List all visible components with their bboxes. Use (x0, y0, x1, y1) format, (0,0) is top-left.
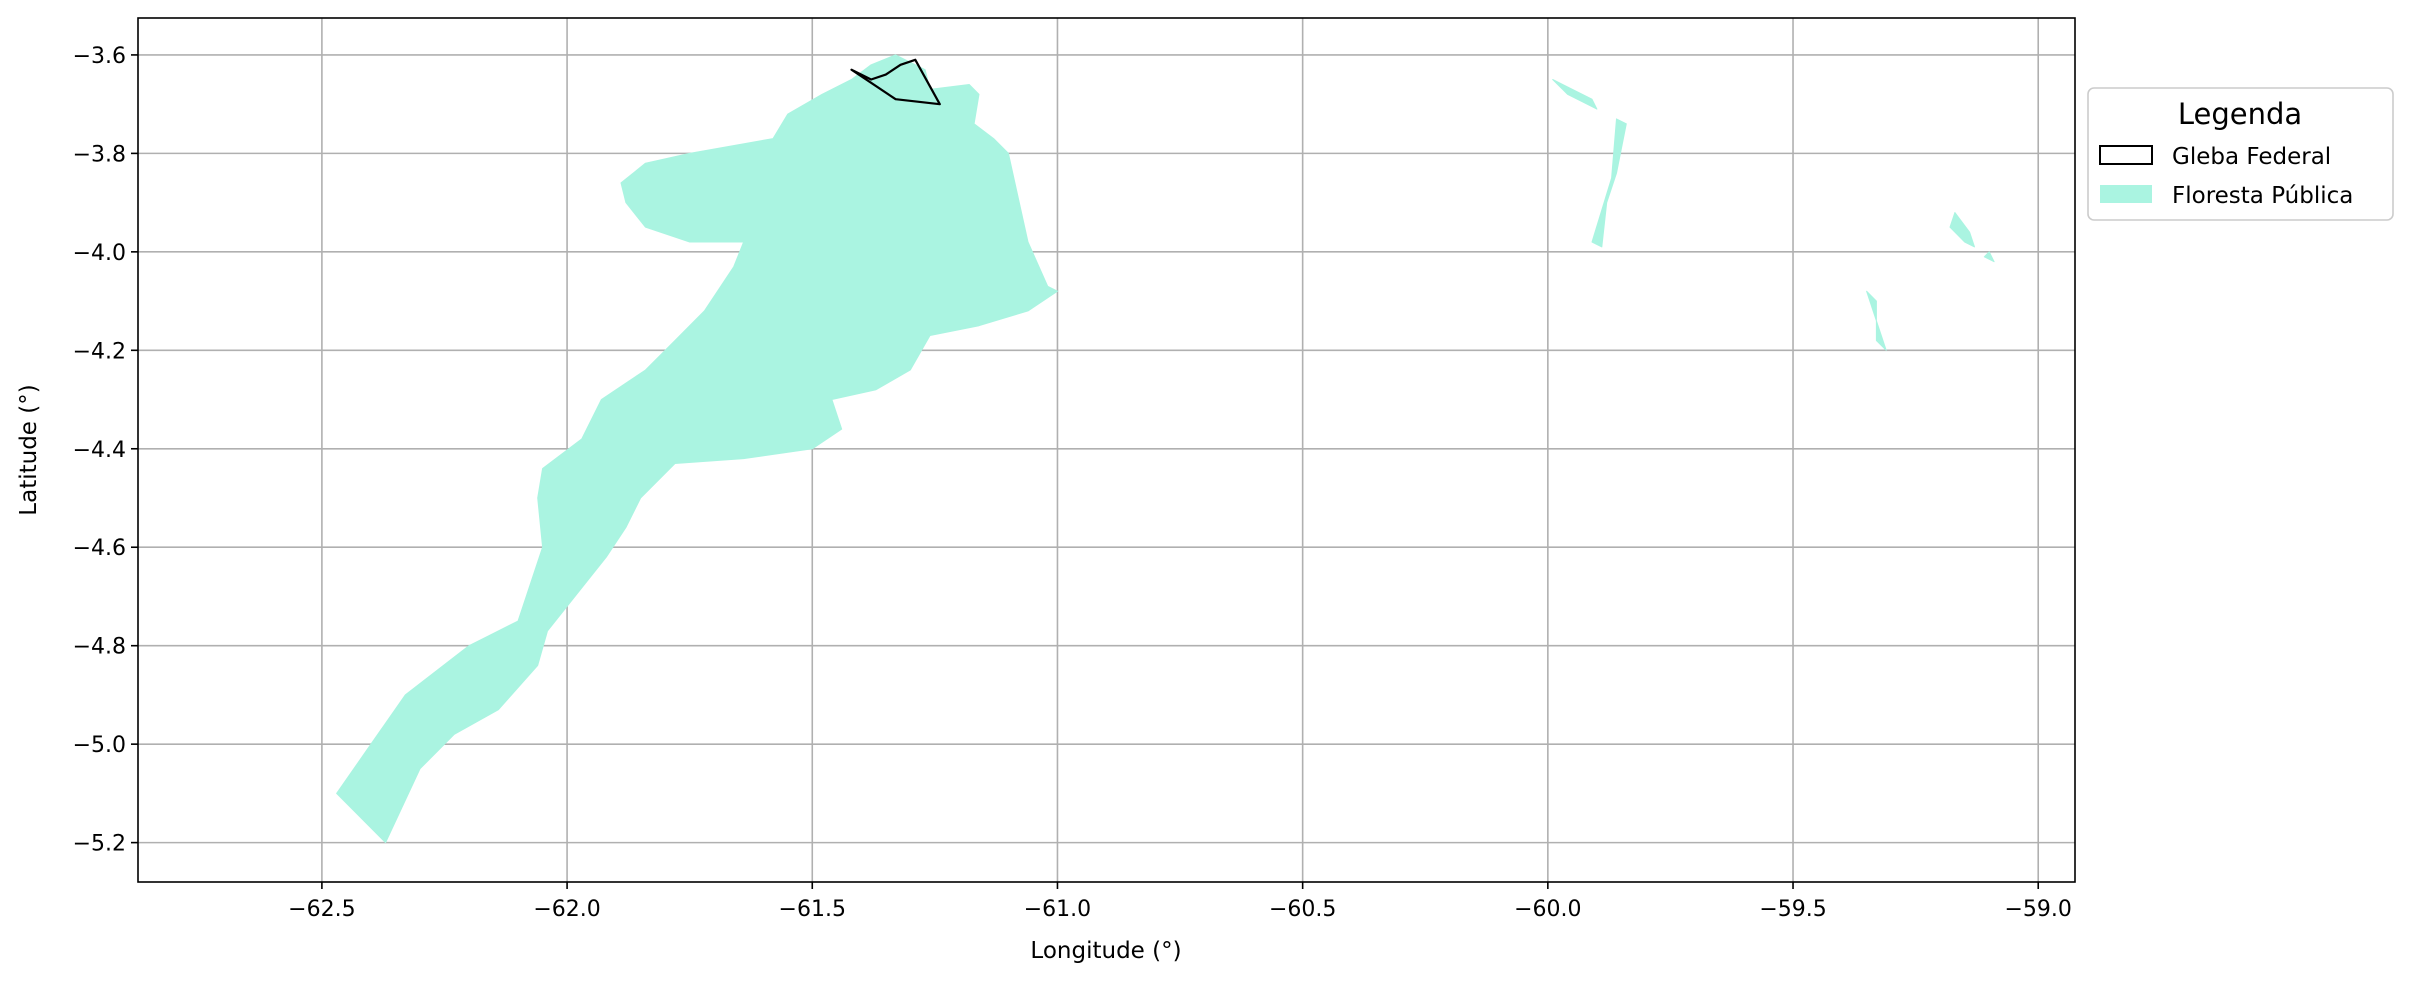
floresta-publica-polygon (336, 54, 1058, 844)
floresta-publica-polygon (1866, 290, 1887, 351)
y-tick-label: −4.8 (73, 635, 126, 660)
floresta-publica-polygon (1949, 212, 1975, 248)
y-tick-label: −5.2 (73, 832, 126, 857)
layer-gleba-federal (850, 58, 941, 106)
y-tick-label: −4.2 (73, 339, 126, 364)
x-axis-label: Longitude (°) (1030, 938, 1181, 964)
plot-frame (137, 17, 2076, 883)
floresta-publica-polygon (1591, 118, 1627, 248)
y-tick-label: −4.0 (73, 241, 126, 266)
gleba-federal-polygon (850, 58, 941, 106)
x-tick-label: −59.0 (2005, 897, 2072, 922)
y-axis-label: Latitude (°) (16, 384, 42, 515)
y-tick-label: −3.6 (73, 44, 126, 69)
legend-frame (2087, 87, 2394, 221)
floresta-publica-polygon (1552, 79, 1598, 110)
x-tick-label: −61.0 (1024, 897, 1091, 922)
x-tick-label: −59.5 (1759, 897, 1826, 922)
x-tick-label: −60.5 (1269, 897, 1336, 922)
y-tick-label: −4.4 (73, 438, 126, 463)
y-tick-label: −3.8 (73, 142, 126, 167)
legend-title: Legenda (2178, 97, 2302, 131)
legend-label-gleba-federal: Gleba Federal (2172, 144, 2331, 170)
y-tick-label: −4.6 (73, 536, 126, 561)
legend-label-floresta-publica: Floresta Pública (2172, 183, 2353, 209)
x-tick-label: −62.0 (533, 897, 600, 922)
x-tick-label: −62.5 (288, 897, 355, 922)
map-layers (336, 54, 1995, 844)
y-tick-label: −5.0 (73, 733, 126, 758)
layer-floresta-publica (336, 54, 1995, 844)
floresta-publica-polygon (1983, 251, 1995, 263)
x-tick-label: −60.0 (1514, 897, 1581, 922)
legend: Legenda Gleba Federal Floresta Pública (2087, 87, 2394, 221)
axis-ticks: −62.5 −62.0 −61.5 −61.0 −60.5 −60.0 −59.5 −59.0… (73, 44, 2072, 922)
x-tick-label: −61.5 (779, 897, 846, 922)
legend-swatch-gleba-federal (2099, 145, 2153, 165)
plot-background (138, 18, 2075, 882)
legend-swatch-floresta-publica (2100, 185, 2152, 203)
